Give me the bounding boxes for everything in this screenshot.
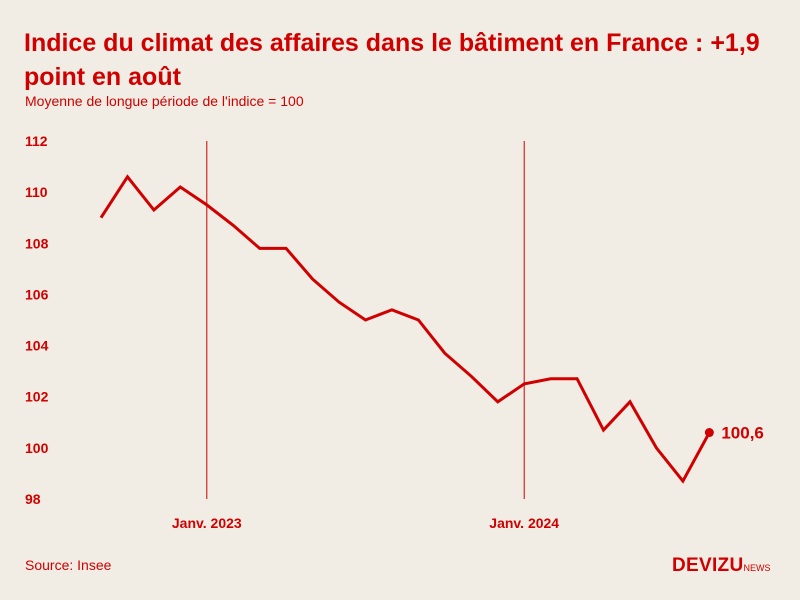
x-tick-label: Janv. 2023 (172, 515, 242, 531)
y-tick-label: 98 (25, 491, 41, 507)
y-tick-label: 104 (25, 338, 49, 354)
x-tick-label: Janv. 2024 (489, 515, 559, 531)
devizu-logo[interactable]: DEVIZUNEWS (672, 555, 770, 577)
series-line (99, 174, 711, 484)
chart-subtitle: Moyenne de longue période de l'indice = … (25, 93, 304, 109)
y-tick-label: 112 (25, 133, 48, 149)
chart-title: Indice du climat des affaires dans le bâ… (24, 29, 760, 91)
y-tick-label: 110 (25, 184, 48, 200)
y-tick-label: 106 (25, 286, 49, 302)
logo-main-text: DEVIZU (672, 555, 744, 576)
end-value-label: 100,6 (721, 424, 764, 443)
end-point (704, 428, 714, 438)
y-tick-label: 102 (25, 389, 49, 405)
logo-suffix-text: NEWS (743, 563, 771, 573)
source-note: Source: Insee (25, 557, 112, 573)
y-tick-label: 108 (25, 235, 49, 251)
y-tick-label: 100 (25, 440, 49, 456)
